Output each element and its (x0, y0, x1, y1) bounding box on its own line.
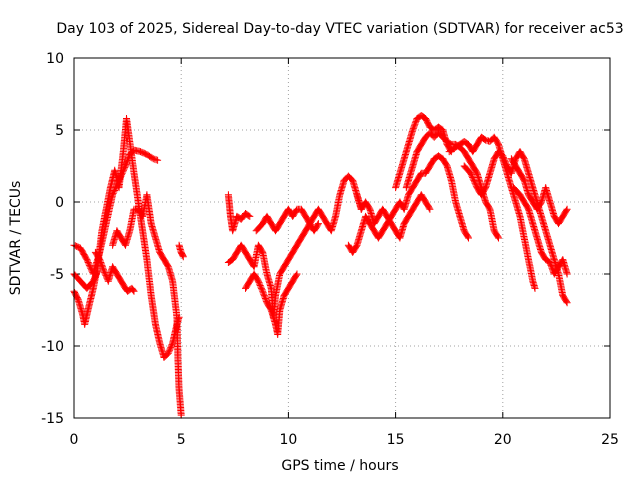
data-point (467, 171, 475, 179)
series-track-j (252, 205, 322, 235)
data-point (562, 298, 570, 306)
data-point (314, 220, 322, 228)
data-point (179, 253, 187, 261)
data-point (96, 256, 104, 264)
data-point (167, 342, 175, 350)
x-tick-label: 10 (279, 432, 297, 448)
x-tick-label: 20 (494, 432, 512, 448)
y-tick-label: -5 (50, 267, 64, 283)
data-point (100, 267, 108, 275)
data-point (410, 123, 418, 131)
data-point (502, 159, 510, 167)
series-track-m (392, 112, 455, 192)
plot-frame (73, 57, 611, 419)
series-track-g (224, 191, 254, 235)
data-point (83, 256, 91, 264)
x-tick-label: 15 (387, 432, 405, 448)
data-point (470, 176, 478, 184)
series-track-q (510, 184, 571, 278)
series-track-f (175, 241, 187, 261)
data-point (165, 348, 173, 356)
series-track-p (460, 148, 571, 307)
data-point (130, 287, 138, 295)
data-point (256, 280, 264, 288)
data-point (261, 293, 269, 301)
data-point (154, 156, 162, 164)
data-point (84, 259, 92, 266)
data-point (563, 205, 571, 213)
data-point (501, 158, 509, 166)
data-point (164, 349, 172, 357)
data-point (472, 181, 480, 189)
data-points (70, 112, 571, 419)
data-point (426, 205, 434, 213)
data-point (293, 270, 301, 278)
data-point (245, 212, 253, 220)
y-tick-label: -10 (41, 339, 64, 355)
y-tick-label: 10 (46, 51, 64, 67)
grid-lines (74, 58, 610, 418)
chart-title: Day 103 of 2025, Sidereal Day-to-day VTE… (56, 21, 623, 37)
data-point (471, 179, 479, 187)
data-point (471, 178, 478, 186)
data-point (495, 234, 502, 242)
y-tick-label: 0 (55, 195, 64, 211)
series-track-l (353, 191, 434, 242)
data-point (469, 174, 477, 181)
data-point (292, 271, 300, 279)
data-point (89, 277, 97, 285)
data-point (90, 276, 98, 284)
data-point (425, 204, 433, 212)
data-point (464, 233, 472, 241)
data-point (254, 277, 262, 285)
data-point (501, 156, 509, 164)
data-point (465, 234, 472, 242)
series-track-i (242, 270, 301, 338)
data-point (91, 273, 99, 281)
y-axis-label: SDTVAR / TECUs (8, 181, 24, 296)
data-point (177, 411, 185, 419)
data-point (94, 267, 102, 275)
y-tick-label: 5 (55, 123, 64, 139)
data-point (256, 282, 264, 289)
data-point (84, 257, 91, 265)
data-point (562, 206, 570, 214)
data-point (563, 270, 571, 278)
data-point (166, 345, 174, 353)
data-point (255, 279, 263, 287)
y-tick-label: -15 (41, 411, 64, 427)
data-point (499, 152, 507, 160)
data-point (93, 269, 101, 277)
data-point (531, 284, 539, 292)
series-track-k (344, 152, 472, 256)
series-track-c (109, 191, 185, 419)
axis-ticks: 0 5 10 15 20 25 -15 -10 -5 0 5 10 (41, 51, 619, 448)
series-track-d (91, 248, 138, 295)
data-point (129, 286, 137, 294)
data-point (494, 233, 502, 241)
data-point (467, 169, 475, 177)
x-tick-label: 25 (601, 432, 619, 448)
series-track-e (70, 267, 102, 292)
x-tick-label: 0 (70, 432, 79, 448)
data-point (91, 274, 98, 282)
data-point (563, 299, 571, 307)
series-track-h (224, 172, 365, 321)
data-point (258, 286, 266, 294)
data-point (257, 284, 265, 292)
data-point (85, 260, 93, 268)
data-point (246, 212, 254, 220)
series-track-r (507, 155, 571, 228)
x-axis-label: GPS time / hours (281, 458, 398, 474)
data-point (468, 172, 476, 180)
data-point (314, 221, 322, 229)
data-point (99, 264, 107, 272)
data-point (411, 119, 419, 127)
x-tick-label: 5 (177, 432, 186, 448)
data-point (500, 155, 508, 163)
data-point (97, 260, 105, 268)
data-point (166, 346, 174, 354)
data-point (92, 270, 100, 278)
